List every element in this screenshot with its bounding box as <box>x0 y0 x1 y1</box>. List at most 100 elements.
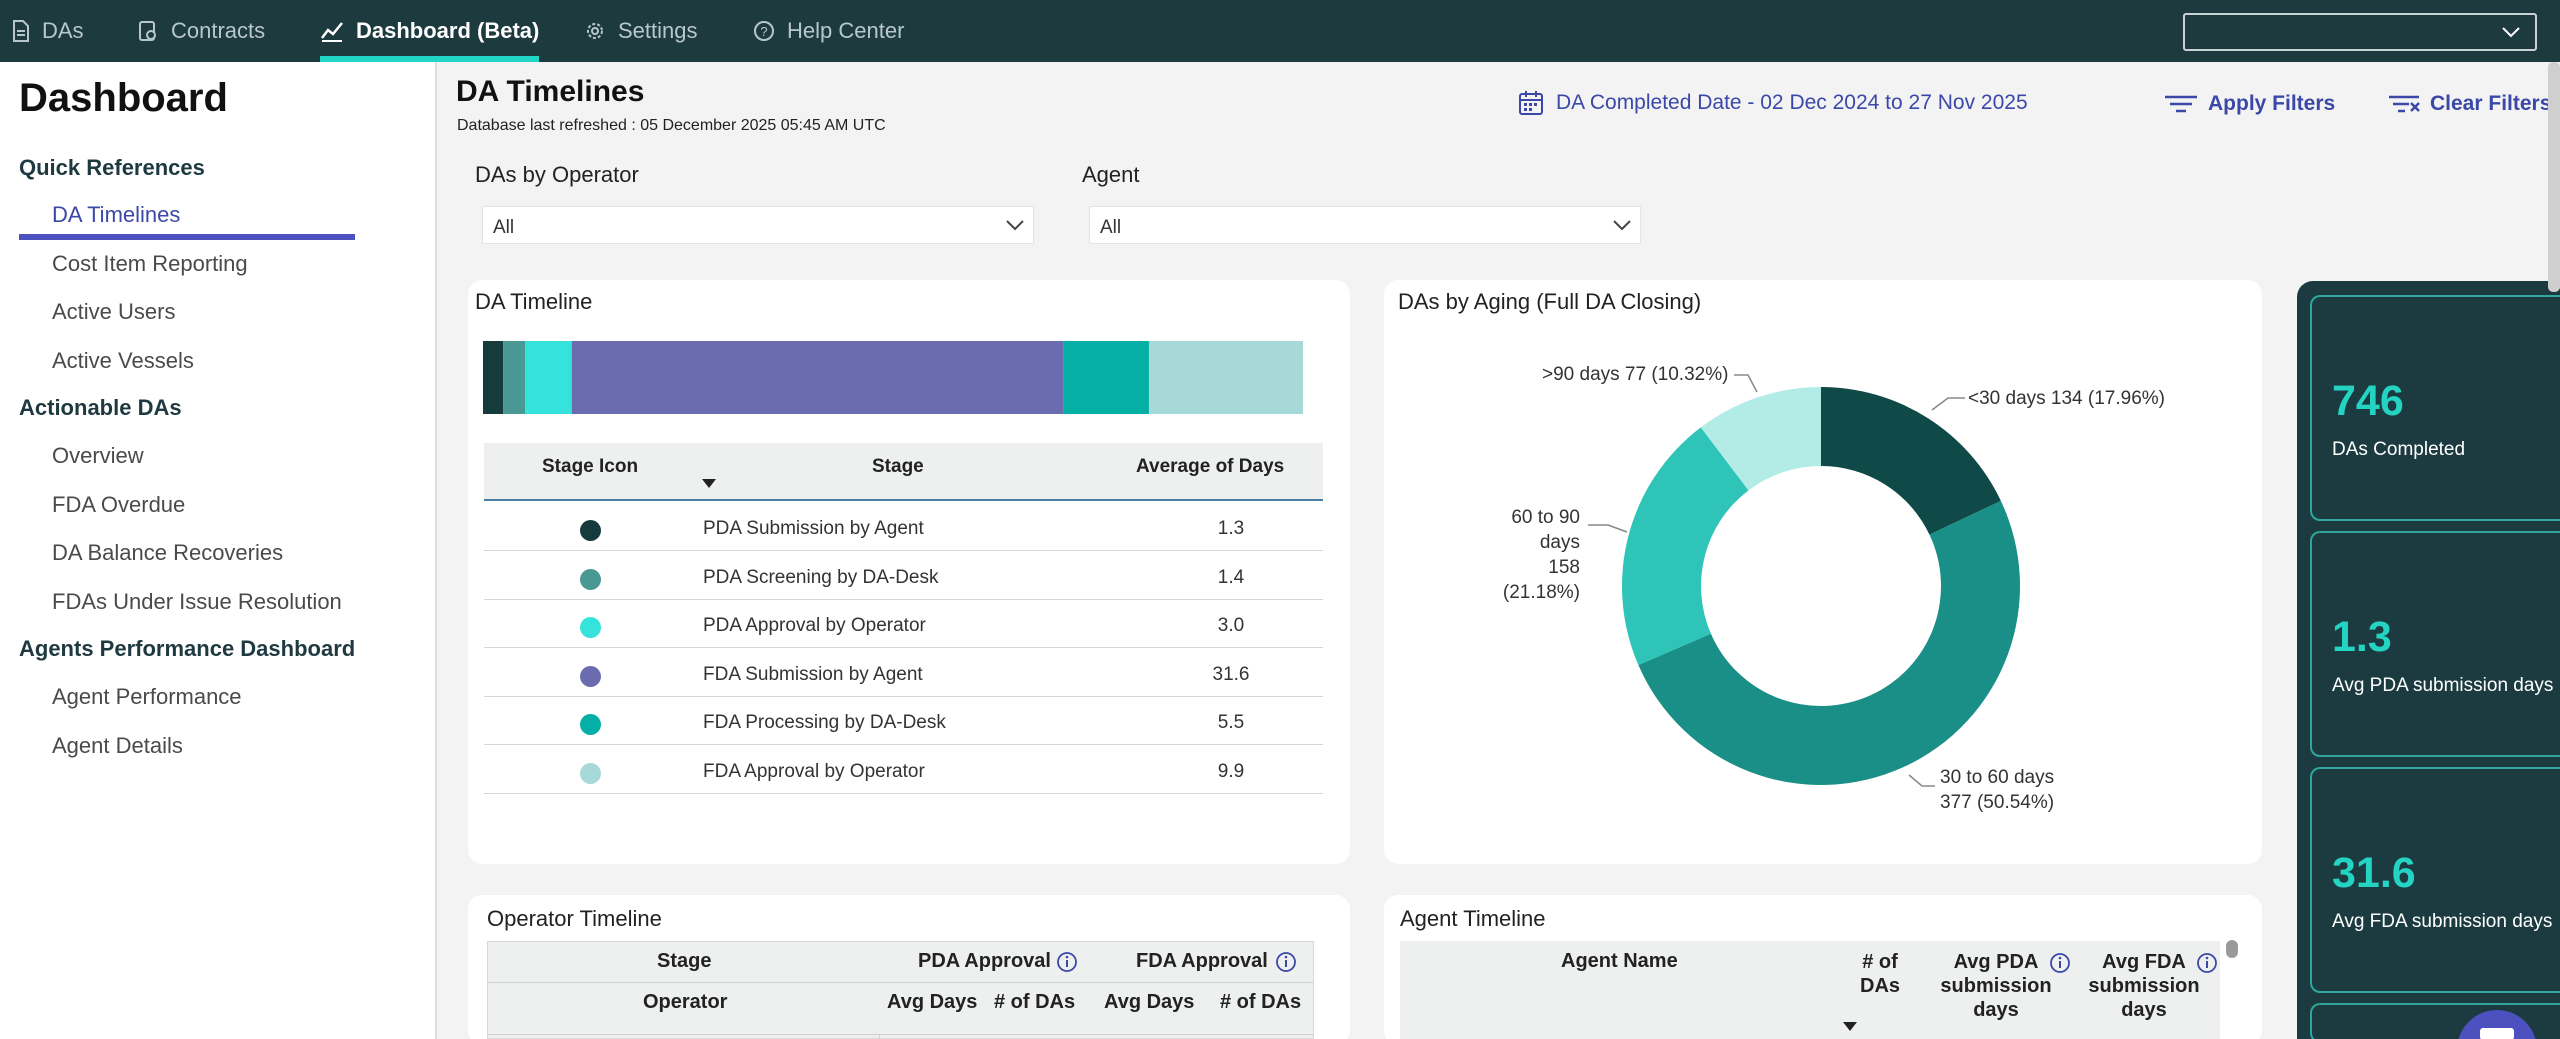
tab-contracts[interactable]: Contracts <box>137 0 265 62</box>
stage-average-days: 31.6 <box>1212 663 1250 685</box>
table-row[interactable]: FDA Submission by Agent 31.6 <box>484 649 1323 697</box>
stage-average-days: 5.5 <box>1217 712 1245 733</box>
col-stage[interactable]: Stage <box>872 456 924 477</box>
date-filter-label: DA Completed Date - 02 Dec 2024 to 27 No… <box>1556 91 2028 114</box>
col-average-of-days[interactable]: Average of Days <box>1136 456 1285 477</box>
at-agent-name-header[interactable]: Agent Name <box>1561 950 1678 972</box>
at-avg-pda-header[interactable]: Avg PDA submission days <box>1938 950 2054 1022</box>
table-row[interactable]: PDA Submission by Agent 1.3 <box>484 503 1323 551</box>
agent-timeline-header <box>1400 941 2220 1039</box>
ot-operator-header[interactable]: Operator <box>643 991 728 1013</box>
stage-name: FDA Processing by DA-Desk <box>703 712 946 733</box>
at-num-das-header[interactable]: # of DAs <box>1860 950 1900 998</box>
ot-stage-header: Stage <box>657 950 712 972</box>
stage-dot-icon <box>580 714 601 735</box>
chevron-down-icon <box>1613 220 1631 231</box>
sidebar-heading-agents-performance: Agents Performance Dashboard <box>19 636 356 661</box>
top-select[interactable] <box>2183 13 2537 51</box>
aging-label-gt90: >90 days 77 (10.32%) <box>1542 364 1729 385</box>
tab-settings[interactable]: Settings <box>584 0 698 62</box>
refresh-value: 05 December 2025 05:45 AM UTC <box>640 117 886 134</box>
at-avg-fda-line3: days <box>2121 999 2167 1021</box>
aging-slice[interactable] <box>1821 387 2001 535</box>
aging-label-30to60-line2: 377 (50.54%) <box>1940 792 2055 813</box>
apply-filters-label: Apply Filters <box>2208 92 2336 115</box>
info-icon[interactable] <box>2049 952 2071 974</box>
sidebar-heading-quick-references: Quick References <box>19 155 205 180</box>
aging-slice[interactable] <box>1700 387 1821 491</box>
sidebar-item-da-timelines[interactable]: DA Timelines <box>52 202 181 227</box>
sidebar-item-fdas-under-issue-resolution[interactable]: FDAs Under Issue Resolution <box>52 589 342 614</box>
sidebar-item-agent-performance[interactable]: Agent Performance <box>52 684 242 709</box>
aging-slice[interactable] <box>1638 500 2020 785</box>
leader-line <box>1588 524 1628 533</box>
chat-icon <box>2480 1028 2514 1039</box>
table-row[interactable]: PDA Screening by DA-Desk 1.4 <box>484 552 1323 600</box>
table-row[interactable]: FDA Approval by Operator 9.9 <box>484 746 1323 794</box>
stage-average-days: 9.9 <box>1217 760 1245 782</box>
ot-pda-avg-days-header[interactable]: Avg Days <box>887 991 978 1013</box>
sidebar-item-agent-details[interactable]: Agent Details <box>52 733 183 758</box>
contract-icon <box>139 21 156 41</box>
stage-name: PDA Submission by Agent <box>703 518 924 539</box>
aging-label-30to60: 30 to 60 days 377 (50.54%) <box>1940 765 2054 815</box>
stage-average-days: 3.0 <box>1217 615 1245 636</box>
operator-timeline-table <box>487 941 1314 1039</box>
at-avg-fda-header[interactable]: Avg FDA submission days <box>2086 950 2202 1022</box>
sort-down-icon[interactable] <box>1843 1022 1857 1032</box>
aging-label-60to90: 60 to 90 days 158 (21.18%) <box>1466 505 1580 605</box>
ot-pda-approval-header: PDA Approval <box>918 950 1051 972</box>
divider <box>488 982 1313 983</box>
kpi-das-completed-value: 746 <box>2332 377 2404 425</box>
info-icon[interactable] <box>2196 952 2218 974</box>
tab-das[interactable]: DAs <box>12 0 84 62</box>
sidebar-item-fda-overdue[interactable]: FDA Overdue <box>52 492 186 517</box>
timeline-bar-segment[interactable] <box>571 341 1064 414</box>
ot-pda-num-das-header[interactable]: # of DAs <box>994 991 1076 1013</box>
stage-dot-icon <box>580 665 601 687</box>
page-scrollbar[interactable] <box>2548 62 2560 292</box>
tab-dashboard[interactable]: Dashboard (Beta) <box>320 0 540 62</box>
tab-dashboard-label: Dashboard (Beta) <box>356 18 540 43</box>
info-icon[interactable] <box>1275 951 1297 973</box>
table-row[interactable]: PDA Approval by Operator 3.0 <box>484 600 1323 648</box>
sidebar-heading-actionable-das: Actionable DAs <box>19 395 182 420</box>
clear-filters-button[interactable]: Clear Filters <box>2388 92 2551 116</box>
stage-dot-icon <box>580 617 601 638</box>
table-row[interactable]: FDA Processing by DA-Desk 5.5 <box>484 697 1323 745</box>
kpi-avg-pda-label: Avg PDA submission days <box>2332 675 2554 696</box>
sidebar-item-cost-item-reporting[interactable]: Cost Item Reporting <box>52 251 248 276</box>
timeline-bar-segment[interactable] <box>525 341 572 414</box>
aging-label-30to60-line1: 30 to 60 days <box>1940 767 2055 788</box>
timeline-bar-segment[interactable] <box>503 341 526 414</box>
kpi-avg-fda-value: 31.6 <box>2332 849 2416 897</box>
sidebar-item-active-vessels[interactable]: Active Vessels <box>52 348 194 373</box>
ot-fda-avg-days-header[interactable]: Avg Days <box>1104 991 1195 1013</box>
date-filter[interactable]: DA Completed Date - 02 Dec 2024 to 27 No… <box>1518 90 2028 116</box>
operator-timeline-title: Operator Timeline <box>487 906 662 931</box>
kpi-avg-fda-label: Avg FDA submission days <box>2332 911 2553 932</box>
sidebar-item-overview[interactable]: Overview <box>52 443 144 468</box>
calendar-icon <box>1519 91 1543 115</box>
operator-select[interactable]: All <box>482 206 1034 244</box>
operator-filter-label: DAs by Operator <box>475 162 639 187</box>
stage-average-days: 1.4 <box>1217 566 1245 588</box>
timeline-bar-segment[interactable] <box>483 341 504 414</box>
ot-fda-num-das-header[interactable]: # of DAs <box>1220 991 1302 1013</box>
tab-help-center[interactable]: ? Help Center <box>753 0 904 62</box>
sidebar-item-da-balance-recoveries[interactable]: DA Balance Recoveries <box>52 540 284 565</box>
timeline-bar-segment[interactable] <box>1148 341 1303 414</box>
info-icon[interactable] <box>1056 951 1078 973</box>
timeline-bar-segment[interactable] <box>1063 341 1149 414</box>
agent-table-scrollbar[interactable] <box>2226 940 2238 958</box>
leader-line <box>1931 397 1965 411</box>
aging-label-60to90-line1: 60 to 90 days <box>1511 507 1580 553</box>
stage-table-header: Stage Icon Stage Average of Days <box>484 443 1323 501</box>
apply-filters-button[interactable]: Apply Filters <box>2164 92 2335 116</box>
sidebar-item-active-users[interactable]: Active Users <box>52 299 176 324</box>
col-stage-icon[interactable]: Stage Icon <box>542 456 639 477</box>
agent-select-value: All <box>1100 217 1122 238</box>
agent-select[interactable]: All <box>1089 206 1641 244</box>
aging-slice[interactable] <box>1622 427 1749 666</box>
sort-down-icon[interactable] <box>702 479 716 489</box>
